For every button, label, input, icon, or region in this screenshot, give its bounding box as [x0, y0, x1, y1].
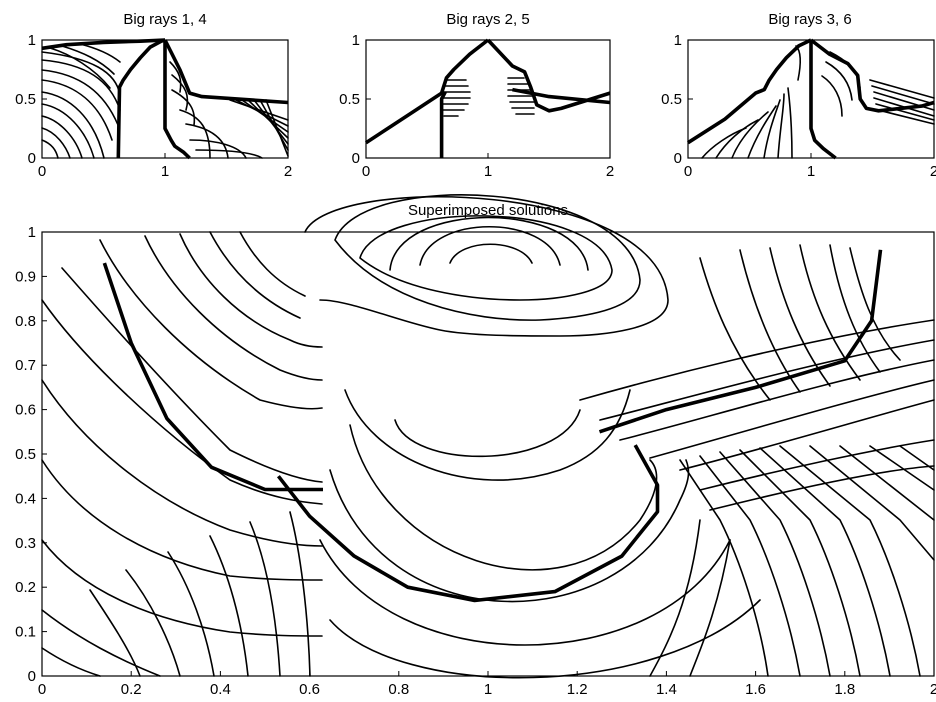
y-tick-label: 1	[28, 224, 36, 241]
y-tick-label: 0.8	[15, 313, 36, 330]
panel-1-axes-frame	[41, 39, 289, 159]
x-tick-label: 0.6	[299, 681, 320, 698]
panel-1-contour-lines	[41, 43, 289, 159]
series-line-4	[41, 38, 166, 51]
y-tick-label: 1	[674, 32, 682, 49]
y-tick-label: 0.5	[339, 91, 360, 108]
x-tick-label: 0.8	[388, 681, 409, 698]
y-tick-label: 0.9	[15, 268, 36, 285]
panel-1-axis-ticks: 0 1 2 0 0.5 1	[15, 32, 292, 180]
x-tick-label: 0	[38, 163, 46, 180]
y-tick-label: 1	[28, 32, 36, 49]
panel-big-rays-1-4: Big rays 1, 4 0 1 2 0 0.5 1	[15, 11, 292, 180]
x-tick-label: 0	[362, 163, 370, 180]
series-line-1	[102, 262, 323, 492]
series-line-1	[365, 38, 490, 145]
x-tick-label: 1.6	[745, 681, 766, 698]
y-tick-label: 0.3	[15, 535, 36, 552]
panel-1-series-group	[41, 38, 289, 160]
series-line-3	[486, 38, 611, 113]
series-line-2	[439, 91, 447, 158]
series-line-2	[276, 444, 660, 603]
x-tick-label: 1.2	[567, 681, 588, 698]
panel-big-rays-3-6: Big rays 3, 6 0 1 2 0 0.5 1	[661, 11, 936, 180]
panel-3-title: Big rays 3, 6	[768, 11, 851, 28]
y-tick-label: 1	[352, 32, 360, 49]
x-tick-label: 2	[606, 163, 614, 180]
x-tick-label: 0	[684, 163, 692, 180]
y-tick-label: 0.2	[15, 579, 36, 596]
x-tick-label: 1	[161, 163, 169, 180]
panel-2-series-group	[365, 38, 611, 158]
series-line-2	[163, 40, 191, 160]
main-axes-frame	[41, 231, 935, 677]
series-line-2	[809, 40, 837, 160]
main-contour-lines	[41, 194, 935, 679]
panel-1-title: Big rays 1, 4	[123, 11, 206, 28]
y-tick-label: 0	[28, 668, 36, 685]
x-tick-label: 2	[930, 681, 936, 698]
series-line-1	[687, 38, 812, 145]
x-tick-label: 2	[284, 163, 292, 180]
series-line-1	[116, 38, 166, 159]
y-tick-label: 0	[28, 150, 36, 167]
x-tick-label: 1	[484, 163, 492, 180]
main-panel-title: Superimposed solutions	[408, 202, 568, 219]
y-tick-label: 0.5	[15, 91, 36, 108]
panel-3-contour-lines	[701, 45, 935, 159]
x-tick-label: 0.2	[121, 681, 142, 698]
x-tick-label: 1.4	[656, 681, 677, 698]
y-tick-label: 0	[352, 150, 360, 167]
y-tick-label: 0.6	[15, 402, 36, 419]
x-tick-label: 0.4	[210, 681, 231, 698]
x-tick-label: 2	[930, 163, 936, 180]
x-tick-label: 0	[38, 681, 46, 698]
panel-big-rays-2-5: Big rays 2, 5 0 1 2 0 0.5 1	[339, 11, 614, 180]
y-tick-label: 0.4	[15, 490, 36, 507]
series-line-3	[809, 38, 935, 113]
series-line-3	[163, 39, 289, 105]
y-tick-label: 0.7	[15, 357, 36, 374]
series-line-4	[512, 87, 611, 105]
y-tick-label: 0	[674, 150, 682, 167]
panel-superimposed-solutions: Superimposed solutions 0 0.2 0.4 0.6 0.8 1 1.2…	[15, 194, 936, 698]
panel-2-contour-lines	[440, 77, 535, 117]
panel-2-axes-frame	[365, 39, 611, 159]
y-tick-label: 0.1	[15, 624, 36, 641]
panel-2-title: Big rays 2, 5	[446, 11, 529, 28]
main-axis-ticks: 0 0.2 0.4 0.6 0.8 1 1.2 1.4 1.6 1.8 2 0 0.1 0.2 0.3 0.4…	[15, 224, 936, 698]
series-line-3	[598, 249, 883, 434]
y-tick-label: 0.5	[15, 446, 36, 463]
x-tick-label: 1.8	[834, 681, 855, 698]
y-tick-label: 0.5	[661, 91, 682, 108]
x-tick-label: 1	[807, 163, 815, 180]
x-tick-label: 1	[484, 681, 492, 698]
main-series-group	[102, 249, 883, 603]
panel-3-axes-frame	[687, 39, 935, 159]
